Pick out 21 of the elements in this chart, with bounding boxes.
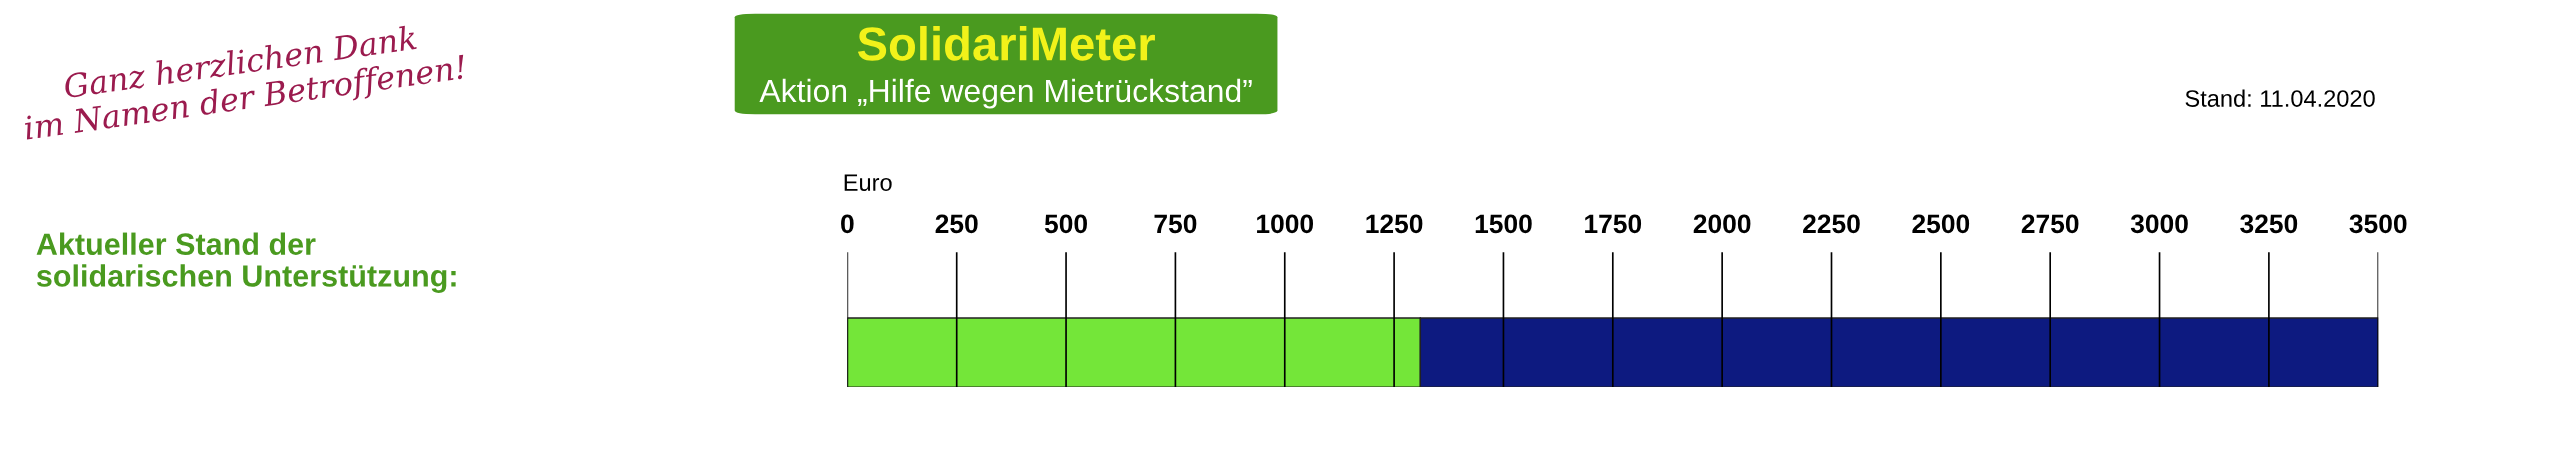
x-tick-label: 2000 xyxy=(1693,214,1751,234)
x-axis-title: Euro xyxy=(844,174,892,191)
text: Stand: 11.04.2020 xyxy=(2185,89,2375,107)
x-tick-label: 250 xyxy=(935,214,978,234)
x-tick-label: 1250 xyxy=(1366,214,1423,234)
chart-subtitle: Aktion „Hilfe wegen Mietrückstand” xyxy=(759,78,1252,109)
x-tick-label: 3500 xyxy=(2349,214,2407,234)
x-tick-label: 2250 xyxy=(1803,214,1860,234)
x-tick-label: 3000 xyxy=(2130,214,2188,234)
chart-title: SolidariMeter xyxy=(857,25,1155,61)
x-tick-label: 2750 xyxy=(2021,214,2079,234)
x-tick-label: 500 xyxy=(1044,214,1087,234)
x-tick-label: 1750 xyxy=(1585,214,1642,234)
x-tick-label: 750 xyxy=(1154,214,1197,234)
x-tick-label: 2500 xyxy=(1912,214,1970,234)
text: Ganz herzlichen Dank im Namen der Betroffenen! xyxy=(23,24,468,147)
x-tick-label: 1000 xyxy=(1257,214,1314,234)
x-tick-label: 1500 xyxy=(1475,214,1532,234)
x-tick-label: 3250 xyxy=(2240,214,2298,234)
text: Aktueller Stand der solidarischen Unterstützung: xyxy=(36,232,456,293)
x-tick-label: 0 xyxy=(841,214,854,234)
